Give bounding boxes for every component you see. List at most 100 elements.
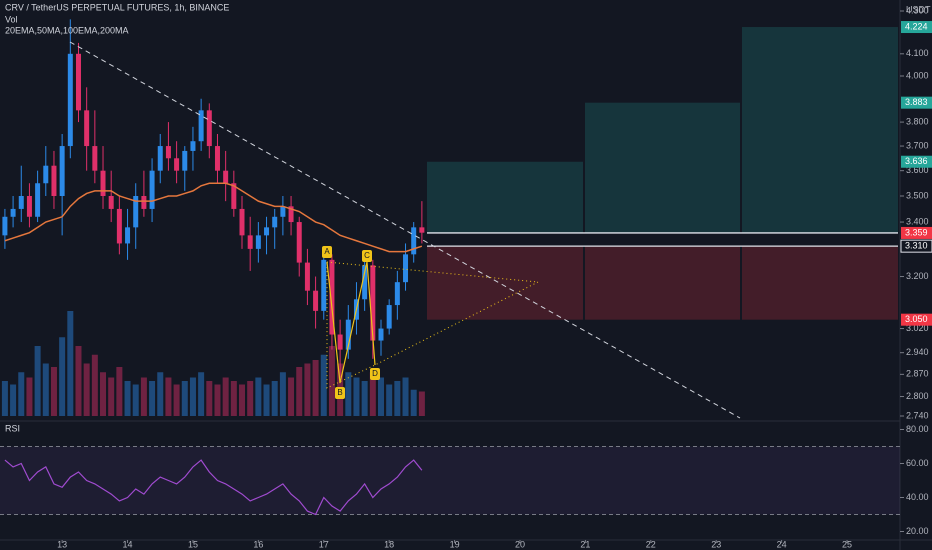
volume-bar: [418, 391, 425, 416]
price-tag: [901, 226, 932, 239]
y-tick-label: 3.400: [906, 216, 929, 226]
position-zones: [427, 27, 898, 320]
candle-body: [75, 53, 81, 111]
harmonic-pattern: [326, 261, 376, 384]
price-tag-label: 3.883: [905, 97, 928, 107]
price-tag: [901, 21, 932, 34]
candle-body: [223, 170, 229, 184]
candle-body: [182, 150, 188, 171]
candle-body: [313, 290, 319, 311]
candle-body: [386, 305, 392, 329]
candle-body: [231, 183, 237, 209]
volume-bar: [320, 354, 327, 416]
trend-line: [69, 41, 741, 419]
ema-line: [4, 182, 423, 253]
y-tick-label: 4.000: [906, 70, 929, 80]
candle-body: [67, 53, 73, 147]
y-tick-label: 4.300: [906, 5, 929, 15]
volume-bar: [42, 363, 49, 416]
volume-bar: [10, 384, 17, 416]
candle-body: [288, 206, 294, 223]
volume-bar: [34, 346, 41, 416]
x-tick-label: 20: [515, 539, 525, 549]
pattern-label: C: [364, 251, 370, 260]
volume-bar: [124, 381, 131, 416]
volume-bar: [206, 381, 213, 416]
candle-body: [378, 328, 384, 341]
candle-body: [35, 183, 41, 217]
volume-bar: [67, 311, 74, 416]
candle-body: [362, 265, 368, 300]
rsi-band: [0, 446, 900, 515]
candle-body: [108, 195, 114, 209]
volume-bar: [116, 367, 123, 416]
candle-body: [214, 146, 220, 171]
volume-bar: [353, 377, 360, 416]
volume-bar: [377, 377, 384, 416]
volume-bar: [369, 372, 376, 416]
volume-bar: [198, 372, 205, 416]
volume-bar: [157, 372, 164, 416]
volume-bar: [279, 372, 286, 416]
volume-bar: [75, 346, 82, 416]
y-tick-label: 3.700: [906, 140, 929, 150]
volume-bar: [181, 381, 188, 416]
candle-body: [84, 110, 90, 147]
pattern-label: D: [372, 369, 378, 378]
volume-bar: [108, 377, 115, 416]
candle-body: [59, 146, 65, 196]
candle-body: [133, 195, 139, 228]
x-tick-label: 25: [842, 539, 852, 549]
y-tick-label: 80.00: [906, 424, 929, 434]
candle-body: [394, 282, 400, 306]
x-tick-label: 19: [450, 539, 460, 549]
volume-bar: [247, 381, 254, 416]
candle-body: [255, 235, 261, 249]
volume-bar: [230, 381, 237, 416]
volume-label: Vol: [5, 14, 18, 24]
candle-body: [157, 146, 163, 171]
volume-bar: [288, 377, 295, 416]
y-tick-label: 40.00: [906, 492, 929, 502]
volume-bar: [140, 377, 147, 416]
x-tick-label: 18: [384, 539, 394, 549]
rsi-title: RSI: [5, 423, 20, 433]
y-tick-label: 2.800: [906, 391, 929, 401]
y-tick-label: 3.800: [906, 116, 929, 126]
volume-bar: [91, 354, 98, 416]
target-zone: [742, 27, 898, 233]
candle-body: [239, 208, 245, 236]
volume-bar: [222, 377, 229, 416]
target-zone: [585, 102, 740, 233]
symbol-title: CRV / TetherUS PERPETUAL FUTURES, 1h, BI…: [5, 2, 229, 12]
y-tick-label: 4.100: [906, 48, 929, 58]
pattern-label: B: [337, 388, 342, 397]
x-tick-label: 23: [711, 539, 721, 549]
volume-bar: [296, 367, 303, 416]
volume-bar: [59, 337, 66, 416]
y-tick-label: 3.500: [906, 190, 929, 200]
candle-body: [92, 146, 98, 171]
layers: 4.300 4.100 4.000 3.800 3.700 3.600 3.500 3.400…: [0, 5, 932, 549]
volume-bar: [312, 360, 319, 416]
volume-bar: [149, 381, 156, 416]
candle-body: [18, 195, 24, 209]
volume-bar: [361, 381, 368, 416]
volume-bar: [173, 384, 180, 416]
volume-bar: [1, 381, 8, 416]
y-tick-label: 60.00: [906, 458, 929, 468]
stop-zone: [427, 246, 583, 320]
candle-body: [321, 259, 327, 311]
x-tick-label: 13: [57, 539, 67, 549]
candle-body: [149, 170, 155, 209]
y-tick-label: 2.940: [906, 347, 929, 357]
candle-body: [247, 235, 253, 249]
volume-bar: [100, 372, 107, 416]
x-tick-label: 14: [123, 539, 133, 549]
candle-body: [337, 334, 343, 350]
indicator-label: 20EMA,50MA,100EMA,200MA: [5, 25, 129, 35]
price-tag-label: 3.050: [905, 314, 928, 324]
y-tick-label: 20.00: [906, 526, 929, 536]
